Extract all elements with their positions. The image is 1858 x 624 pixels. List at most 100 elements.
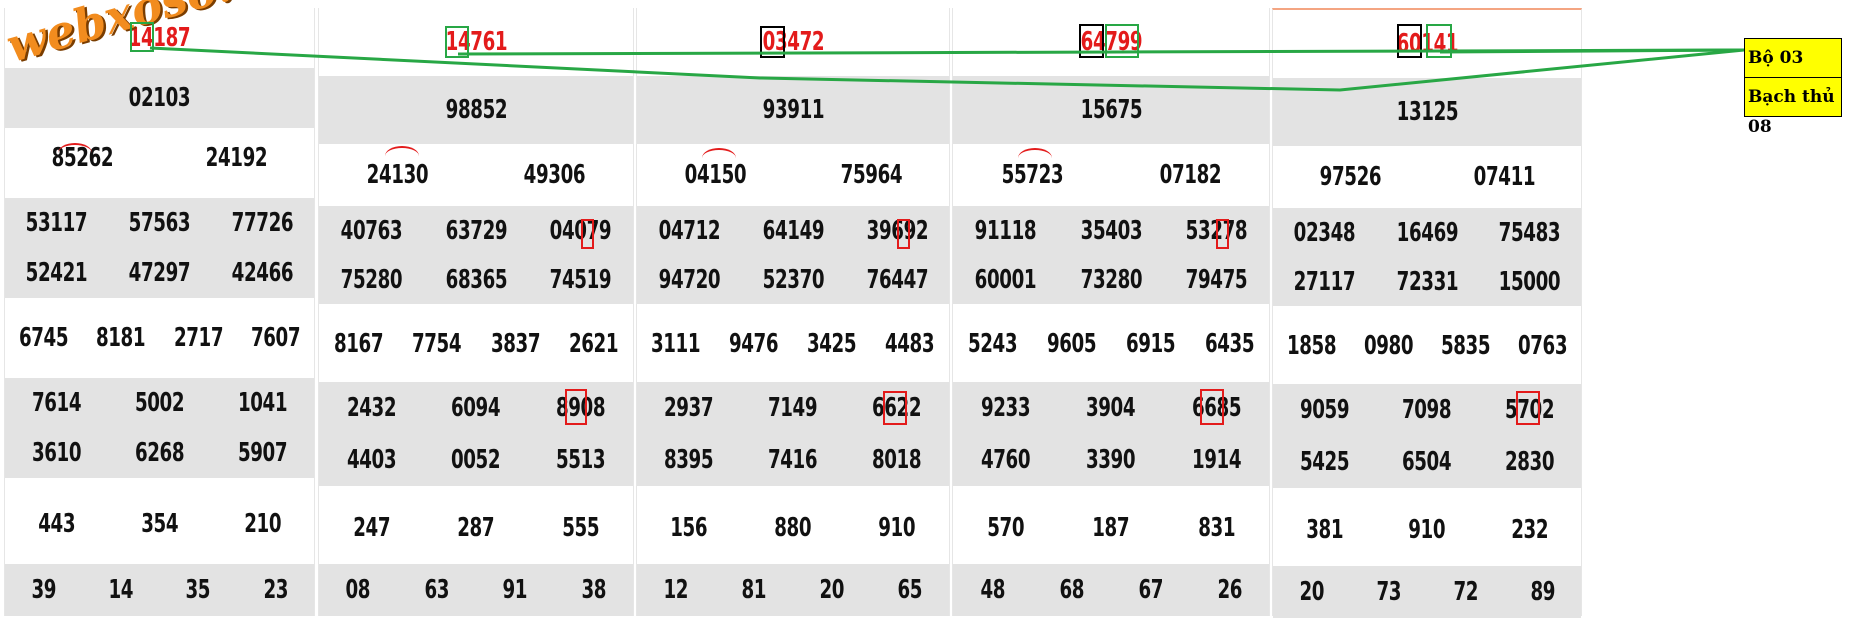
highlight-box (130, 22, 154, 52)
third-prize: 63729 (445, 215, 507, 246)
third-prize: 57563 (128, 208, 191, 238)
result-column-1: 14187 02103 85262 24192 53117 57563 77726 … (4, 8, 315, 616)
fourth-prize: 2621 (569, 329, 619, 359)
highlight-box (883, 391, 907, 425)
fifth-prize: 9059 (1299, 395, 1350, 425)
third-prize: 52421 (25, 258, 88, 288)
third-prize: 72331 (1396, 266, 1458, 297)
legend-line-2: Bạch thủ 08 (1745, 77, 1841, 137)
third-prize: 77726 (231, 208, 294, 238)
fourth-prize: 4483 (885, 329, 935, 359)
second-prize: 97526 (1319, 162, 1381, 192)
fourth-prize: 5835 (1440, 331, 1491, 361)
fourth-prize: 6435 (1204, 329, 1255, 359)
third-prize: 68365 (445, 264, 507, 295)
third-prize: 75483 (1498, 217, 1561, 248)
fifth-prize: 8018 (872, 445, 922, 475)
seventh-prize: 14 (108, 575, 134, 605)
fifth-prize: 6685 (1191, 393, 1242, 423)
highlight-box (1200, 389, 1224, 425)
sixth-prize: 156 (670, 513, 708, 543)
fourth-prize: 0763 (1517, 331, 1568, 361)
fourth-prize: 6745 (19, 323, 69, 353)
fifth-prize: 7098 (1402, 395, 1452, 425)
seventh-prize: 39 (31, 575, 56, 605)
fifth-prize: 2937 (664, 393, 714, 423)
fifth-prize: 6622 (872, 393, 922, 423)
highlight-box (1516, 391, 1540, 425)
seventh-prize: 26 (1217, 575, 1242, 605)
sixth-prize: 831 (1197, 513, 1235, 543)
seventh-prize: 81 (741, 575, 767, 605)
legend-line-1: Bộ 03 (1748, 48, 1804, 68)
first-prize: 13125 (1396, 97, 1458, 127)
third-prize: 47297 (128, 258, 191, 288)
highlight-box (1079, 24, 1104, 58)
arc-marker (385, 146, 419, 166)
highlight-box (897, 219, 910, 249)
result-column-5: 60141 13125 97526 07411 02348 16469 75483 2… (1272, 8, 1582, 618)
fourth-prize: 1858 (1286, 331, 1337, 361)
third-prize: 74519 (549, 264, 612, 295)
arc-marker (1018, 148, 1052, 168)
highlight-box (565, 389, 587, 425)
sixth-prize: 381 (1305, 515, 1343, 545)
seventh-prize: 38 (581, 575, 607, 605)
sixth-prize: 232 (1511, 515, 1549, 545)
sixth-prize: 570 (987, 513, 1025, 543)
highlight-box (581, 219, 594, 249)
fourth-prize: 8167 (333, 329, 384, 359)
seventh-prize: 72 (1453, 577, 1478, 607)
third-prize: 04712 (658, 215, 720, 246)
fourth-prize: 3425 (807, 329, 857, 359)
seventh-prize: 20 (1299, 577, 1324, 607)
fifth-prize: 3390 (1086, 445, 1136, 475)
fifth-prize: 5513 (556, 445, 606, 475)
result-column-2: 14761 98852 24130 49306 40763 63729 04079 7… (318, 8, 634, 616)
seventh-prize: 08 (345, 575, 371, 605)
third-prize: 16469 (1396, 217, 1458, 248)
arc-marker (702, 148, 736, 168)
third-prize: 76447 (866, 264, 928, 295)
third-prize: 42466 (231, 258, 294, 288)
fourth-prize: 0980 (1363, 331, 1414, 361)
fifth-prize: 7614 (31, 388, 82, 418)
first-prize: 02103 (128, 83, 191, 113)
fifth-prize: 7149 (768, 393, 818, 423)
fifth-prize: 5907 (237, 438, 288, 468)
third-prize: 35403 (1080, 215, 1142, 246)
third-prize: 40763 (340, 215, 403, 246)
seventh-prize: 65 (897, 575, 923, 605)
second-prize: 24192 (205, 143, 268, 173)
arc-marker (58, 143, 92, 163)
fifth-prize: 6094 (451, 393, 501, 423)
third-prize: 73280 (1080, 264, 1142, 295)
sixth-prize: 210 (244, 509, 281, 539)
fifth-prize: 7416 (768, 445, 818, 475)
fourth-prize: 8181 (96, 323, 146, 353)
seventh-prize: 63 (424, 575, 450, 605)
third-prize: 64149 (762, 215, 824, 246)
legend-box: Bộ 03 Bạch thủ 08 (1744, 38, 1842, 137)
fifth-prize: 2830 (1505, 447, 1555, 477)
first-prize: 15675 (1080, 95, 1142, 125)
seventh-prize: 48 (980, 575, 1005, 605)
fourth-prize: 3111 (651, 329, 701, 359)
fourth-prize: 7607 (250, 323, 301, 353)
seventh-prize: 20 (819, 575, 845, 605)
sixth-prize: 287 (457, 513, 495, 543)
fifth-prize: 5702 (1505, 395, 1555, 425)
highlight-box (1105, 24, 1139, 58)
fourth-prize: 2717 (173, 323, 224, 353)
seventh-prize: 73 (1376, 577, 1401, 607)
third-prize: 52370 (762, 264, 824, 295)
highlight-box (445, 26, 469, 58)
result-column-3: 03472 93911 04150 75964 04712 64149 39692 9… (636, 8, 950, 616)
seventh-prize: 89 (1530, 577, 1555, 607)
fifth-prize: 6504 (1402, 447, 1452, 477)
third-prize: 91118 (974, 215, 1037, 246)
fifth-prize: 3610 (31, 438, 82, 468)
third-prize: 60001 (974, 264, 1037, 295)
fifth-prize: 9233 (981, 393, 1031, 423)
first-prize: 93911 (762, 95, 824, 125)
